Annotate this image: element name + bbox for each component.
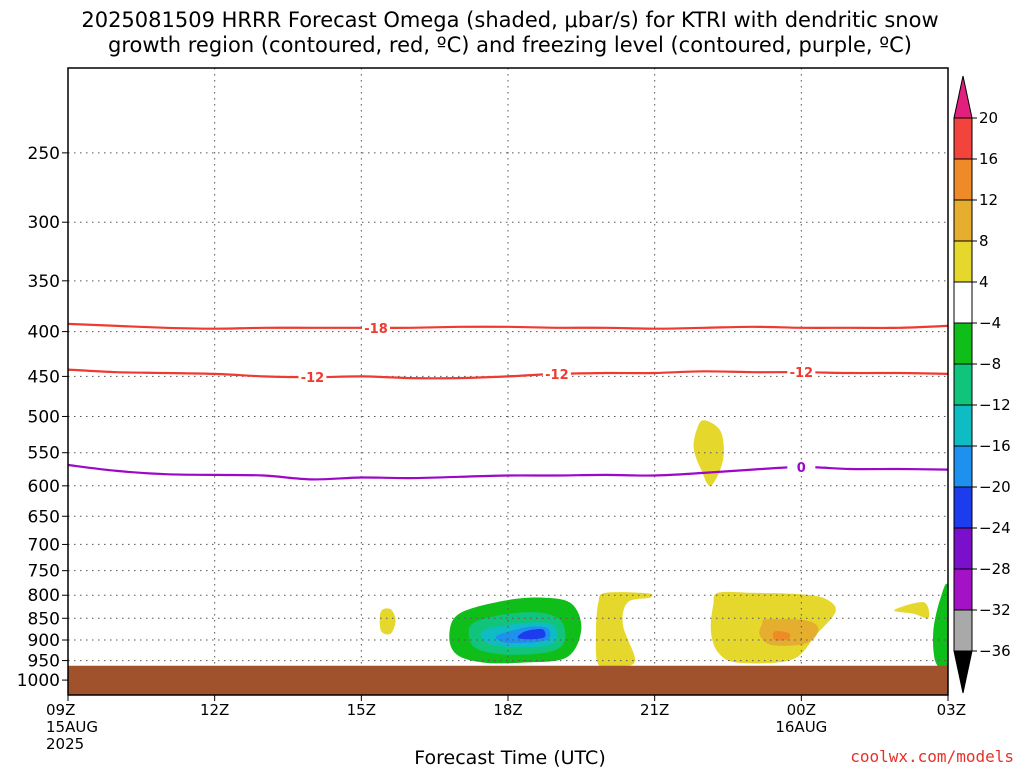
- colorbar-label: −8: [979, 355, 1001, 373]
- colorbar-segment-10: [953, 486, 973, 529]
- colorbar-label: 12: [979, 191, 998, 209]
- omega-region-12: [517, 629, 546, 640]
- colorbar-label: −12: [979, 396, 1011, 414]
- grid-lines: [68, 68, 948, 666]
- credit-text: coolwx.com/models: [850, 747, 1014, 766]
- colorbar-label: 16: [979, 150, 998, 168]
- colorbar-label: 8: [979, 232, 989, 250]
- x-tick-sublabel-15AUG: 15AUG: [46, 718, 98, 736]
- x-tick-label-12Z: 12Z: [200, 701, 229, 719]
- colorbar-segment-6: [953, 322, 973, 365]
- dendritic-contour-1: [68, 368, 948, 380]
- y-tick-label-400: 400: [28, 323, 60, 343]
- y-tick-label-950: 950: [28, 652, 60, 672]
- x-axis-label: Forecast Time (UTC): [414, 747, 605, 768]
- terrain-surface: [68, 665, 948, 695]
- y-tick-label-300: 300: [28, 213, 60, 233]
- colorbar-segment-11: [953, 527, 973, 570]
- dendritic-label-bg-0-0: [362, 320, 390, 335]
- y-tick-label-600: 600: [28, 477, 60, 497]
- x-tick-label-15Z: 15Z: [347, 701, 376, 719]
- y-tick-label-500: 500: [28, 407, 60, 427]
- dendritic-label-bg-1-0: [298, 370, 327, 385]
- colorbar-label: −24: [979, 519, 1011, 537]
- colorbar-label: −16: [979, 437, 1011, 455]
- y-tick-label-750: 750: [28, 562, 60, 582]
- dendritic-label-bg-1-1: [542, 366, 571, 381]
- dendritic-contour-label: -12: [301, 371, 325, 386]
- colorbar-segment-1: [953, 117, 973, 160]
- freezing-label-bg-2-0: [787, 459, 816, 474]
- colorbar-label: −4: [979, 314, 1001, 332]
- y-tick-label-550: 550: [28, 444, 60, 464]
- colorbar-segment-12: [953, 568, 973, 611]
- colorbar-label: −32: [979, 601, 1011, 619]
- y-tick-label-850: 850: [28, 609, 60, 629]
- colorbar-label: −20: [979, 478, 1011, 496]
- x-tick-sublabel-2025: 2025: [46, 735, 84, 753]
- x-tick-label-09Z: 09Z: [46, 701, 75, 719]
- colorbar-segment-5: [953, 281, 973, 324]
- y-tick-label-350: 350: [28, 272, 60, 292]
- omega-region-2: [379, 608, 396, 635]
- colorbar-top-arrow: [953, 75, 973, 119]
- dendritic-contour-label: -18: [364, 322, 388, 337]
- dendritic-contour-0: [68, 322, 948, 330]
- omega-region-13: [933, 583, 948, 672]
- colorbar-segment-8: [953, 404, 973, 447]
- y-tick-label-1000: 1000: [17, 671, 60, 691]
- omega-region-5: [759, 618, 819, 646]
- x-tick-label-21Z: 21Z: [640, 701, 669, 719]
- colorbar-segment-3: [953, 199, 973, 242]
- x-tick-sublabel-16AUG: 16AUG: [775, 718, 827, 736]
- y-tick-label-450: 450: [28, 367, 60, 387]
- y-tick-label-250: 250: [28, 144, 60, 164]
- y-tick-label-800: 800: [28, 586, 60, 606]
- chart-title-line-2: growth region (contoured, red, ºC) and f…: [108, 33, 912, 57]
- colorbar-bottom-arrow: [953, 650, 973, 694]
- y-tick-label-650: 650: [28, 507, 60, 527]
- colorbar-label: −36: [979, 642, 1011, 660]
- colorbar: 20 16 12 8 4 −4 −8 −12 −16 −20 −24 −28 −32 −36: [953, 75, 1011, 694]
- colorbar-segment-2: [953, 158, 973, 201]
- colorbar-label: 4: [979, 273, 989, 291]
- colorbar-segment-9: [953, 445, 973, 488]
- colorbar-label: −28: [979, 560, 1011, 578]
- x-tick-label-03Z: 03Z: [937, 701, 966, 719]
- temperature-contours: -18 -12 -12 -12 0: [68, 320, 948, 481]
- omega-region-6: [772, 631, 791, 641]
- dendritic-label-bg-1-2: [787, 365, 816, 380]
- y-tick-label-700: 700: [28, 535, 60, 555]
- dendritic-contour-label: -12: [790, 366, 814, 381]
- colorbar-segment-7: [953, 363, 973, 406]
- chart-title-line-1: 2025081509 HRRR Forecast Omega (shaded, …: [81, 8, 938, 32]
- omega-region-3: [595, 592, 653, 668]
- colorbar-segment-4: [953, 240, 973, 283]
- omega-shading: [379, 420, 948, 672]
- pressure-axis: 2503003504004505005506006507007508008509…: [17, 144, 68, 691]
- y-tick-label-900: 900: [28, 631, 60, 651]
- omega-region-1: [693, 420, 724, 486]
- omega-region-7: [894, 602, 930, 619]
- x-tick-label-18Z: 18Z: [493, 701, 522, 719]
- freezing-contour-label: 0: [797, 461, 806, 476]
- colorbar-label: 20: [979, 109, 998, 127]
- x-tick-label-00Z: 00Z: [787, 701, 816, 719]
- dendritic-contour-label: -12: [545, 368, 569, 383]
- colorbar-segment-13: [953, 609, 973, 652]
